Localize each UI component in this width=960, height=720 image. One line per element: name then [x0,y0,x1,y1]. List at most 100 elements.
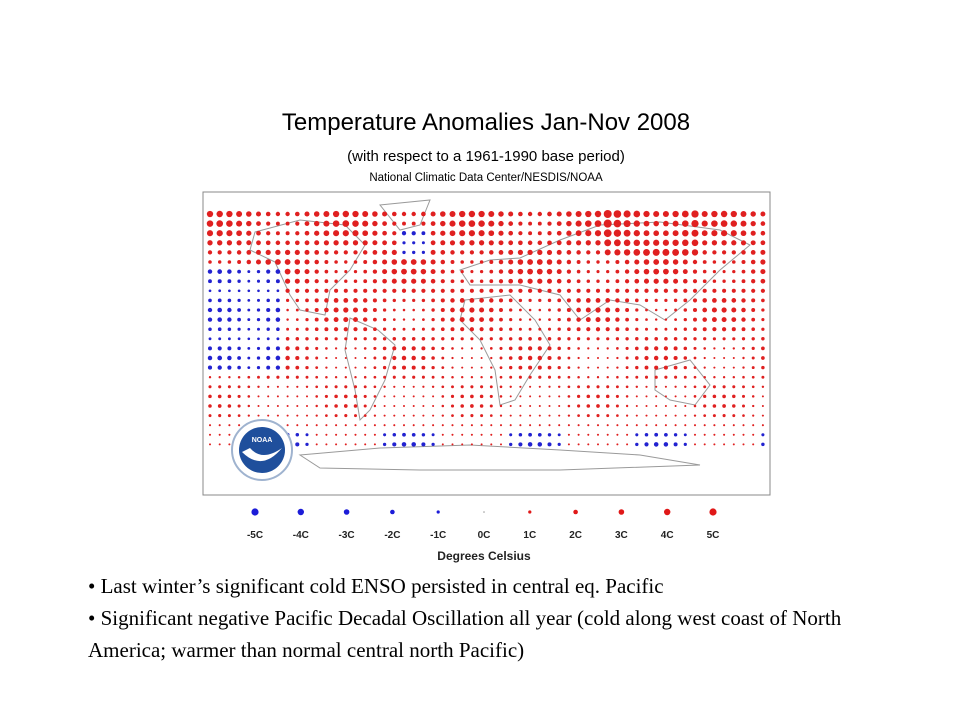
anomaly-dot [460,394,464,399]
anomaly-dot [305,298,309,303]
anomaly-dot [683,298,688,303]
anomaly-dot [508,346,513,351]
anomaly-dot [527,268,534,275]
anomaly-dot [613,219,622,228]
anomaly-dot [257,337,260,341]
anomaly-dot [664,395,667,398]
anomaly-dot [402,404,406,408]
bullet: Significant negative Pacific Decadal Osc… [88,602,888,666]
anomaly-dot [284,268,291,275]
anomaly-dot [518,231,523,236]
anomaly-dot [702,327,707,332]
anomaly-dot [216,210,223,218]
anomaly-dot [633,220,640,227]
anomaly-dot [498,298,504,303]
anomaly-dot [333,230,340,237]
anomaly-dot [519,395,522,398]
anomaly-dot [634,346,639,351]
anomaly-dot [218,289,222,293]
anomaly-dot [712,385,716,389]
anomaly-dot [216,220,224,227]
anomaly-dot [720,220,728,227]
anomaly-dot [712,288,717,293]
anomaly-dot [432,404,435,408]
anomaly-dot [344,366,347,369]
anomaly-dot [237,269,241,274]
anomaly-dot [750,230,756,236]
anomaly-dot [412,424,415,427]
anomaly-dot [237,365,241,370]
anomaly-dot [508,230,514,236]
anomaly-dot [217,327,222,332]
legend-label: -5C [247,530,263,541]
anomaly-dot [613,210,622,218]
anomaly-dot [382,240,387,246]
anomaly-dot [402,327,406,331]
anomaly-dot [613,229,622,237]
anomaly-dot [508,259,514,265]
anomaly-dot [567,433,570,436]
anomaly-dot [246,240,252,246]
anomaly-dot [354,414,357,418]
anomaly-dot [451,443,454,446]
anomaly-dot [663,220,669,227]
anomaly-dot [382,346,387,351]
anomaly-dot [558,414,561,417]
anomaly-dot [508,221,514,226]
anomaly-dot [247,289,251,293]
anomaly-dot [634,269,640,275]
anomaly-dot [741,394,746,398]
anomaly-dot [761,365,765,370]
legend: -5C -4C -3C -2C -1C 0C 1C 2C 3C 4C 5C [247,508,719,541]
anomaly-dot [344,279,348,283]
anomaly-dot [208,337,212,341]
anomaly-dot [373,346,377,350]
anomaly-dot [537,240,543,246]
anomaly-dot [305,375,309,379]
anomaly-dot [654,288,659,293]
anomaly-dot [683,308,688,312]
anomaly-dot [324,307,329,313]
anomaly-dot [557,346,561,351]
anomaly-dot [296,395,299,398]
anomaly-dot [595,288,601,293]
anomaly-dot [663,355,669,361]
anomaly-dot [538,318,542,321]
anomaly-dot [275,240,281,246]
anomaly-dot [547,278,552,284]
anomaly-dot [750,240,756,246]
anomaly-dot [537,355,543,361]
anomaly-dot [305,433,309,437]
legend-dot [618,509,625,515]
anomaly-dot [732,443,735,446]
anomaly-dot [489,279,494,284]
anomaly-dot [372,298,377,303]
anomaly-dot [692,269,698,274]
anomaly-dot [644,365,649,370]
anomaly-dot [527,259,534,265]
anomaly-dot [635,385,638,388]
anomaly-dot [324,394,328,398]
anomaly-dot [228,443,231,446]
anomaly-dot [722,414,726,418]
anomaly-dot [681,210,689,218]
anomaly-dot [548,424,551,427]
anomaly-dot [538,395,541,398]
anomaly-dot [605,279,610,283]
anomaly-dot [751,298,756,303]
anomaly-dot [479,250,484,255]
anomaly-dot [218,443,221,446]
anomaly-dot [713,356,716,360]
bullet: Last winter’s significant cold ENSO pers… [88,570,888,602]
anomaly-dot [460,404,464,408]
anomaly-dot [557,317,561,322]
anomaly-dot [761,395,764,398]
anomaly-dot [615,327,620,332]
anomaly-dot [441,356,445,360]
anomaly-dot [305,365,309,370]
anomaly-dot [441,385,445,389]
anomaly-dot [615,269,620,274]
anomaly-dot [556,230,562,236]
anomaly-dot [606,385,610,389]
anomaly-dot [509,395,512,398]
